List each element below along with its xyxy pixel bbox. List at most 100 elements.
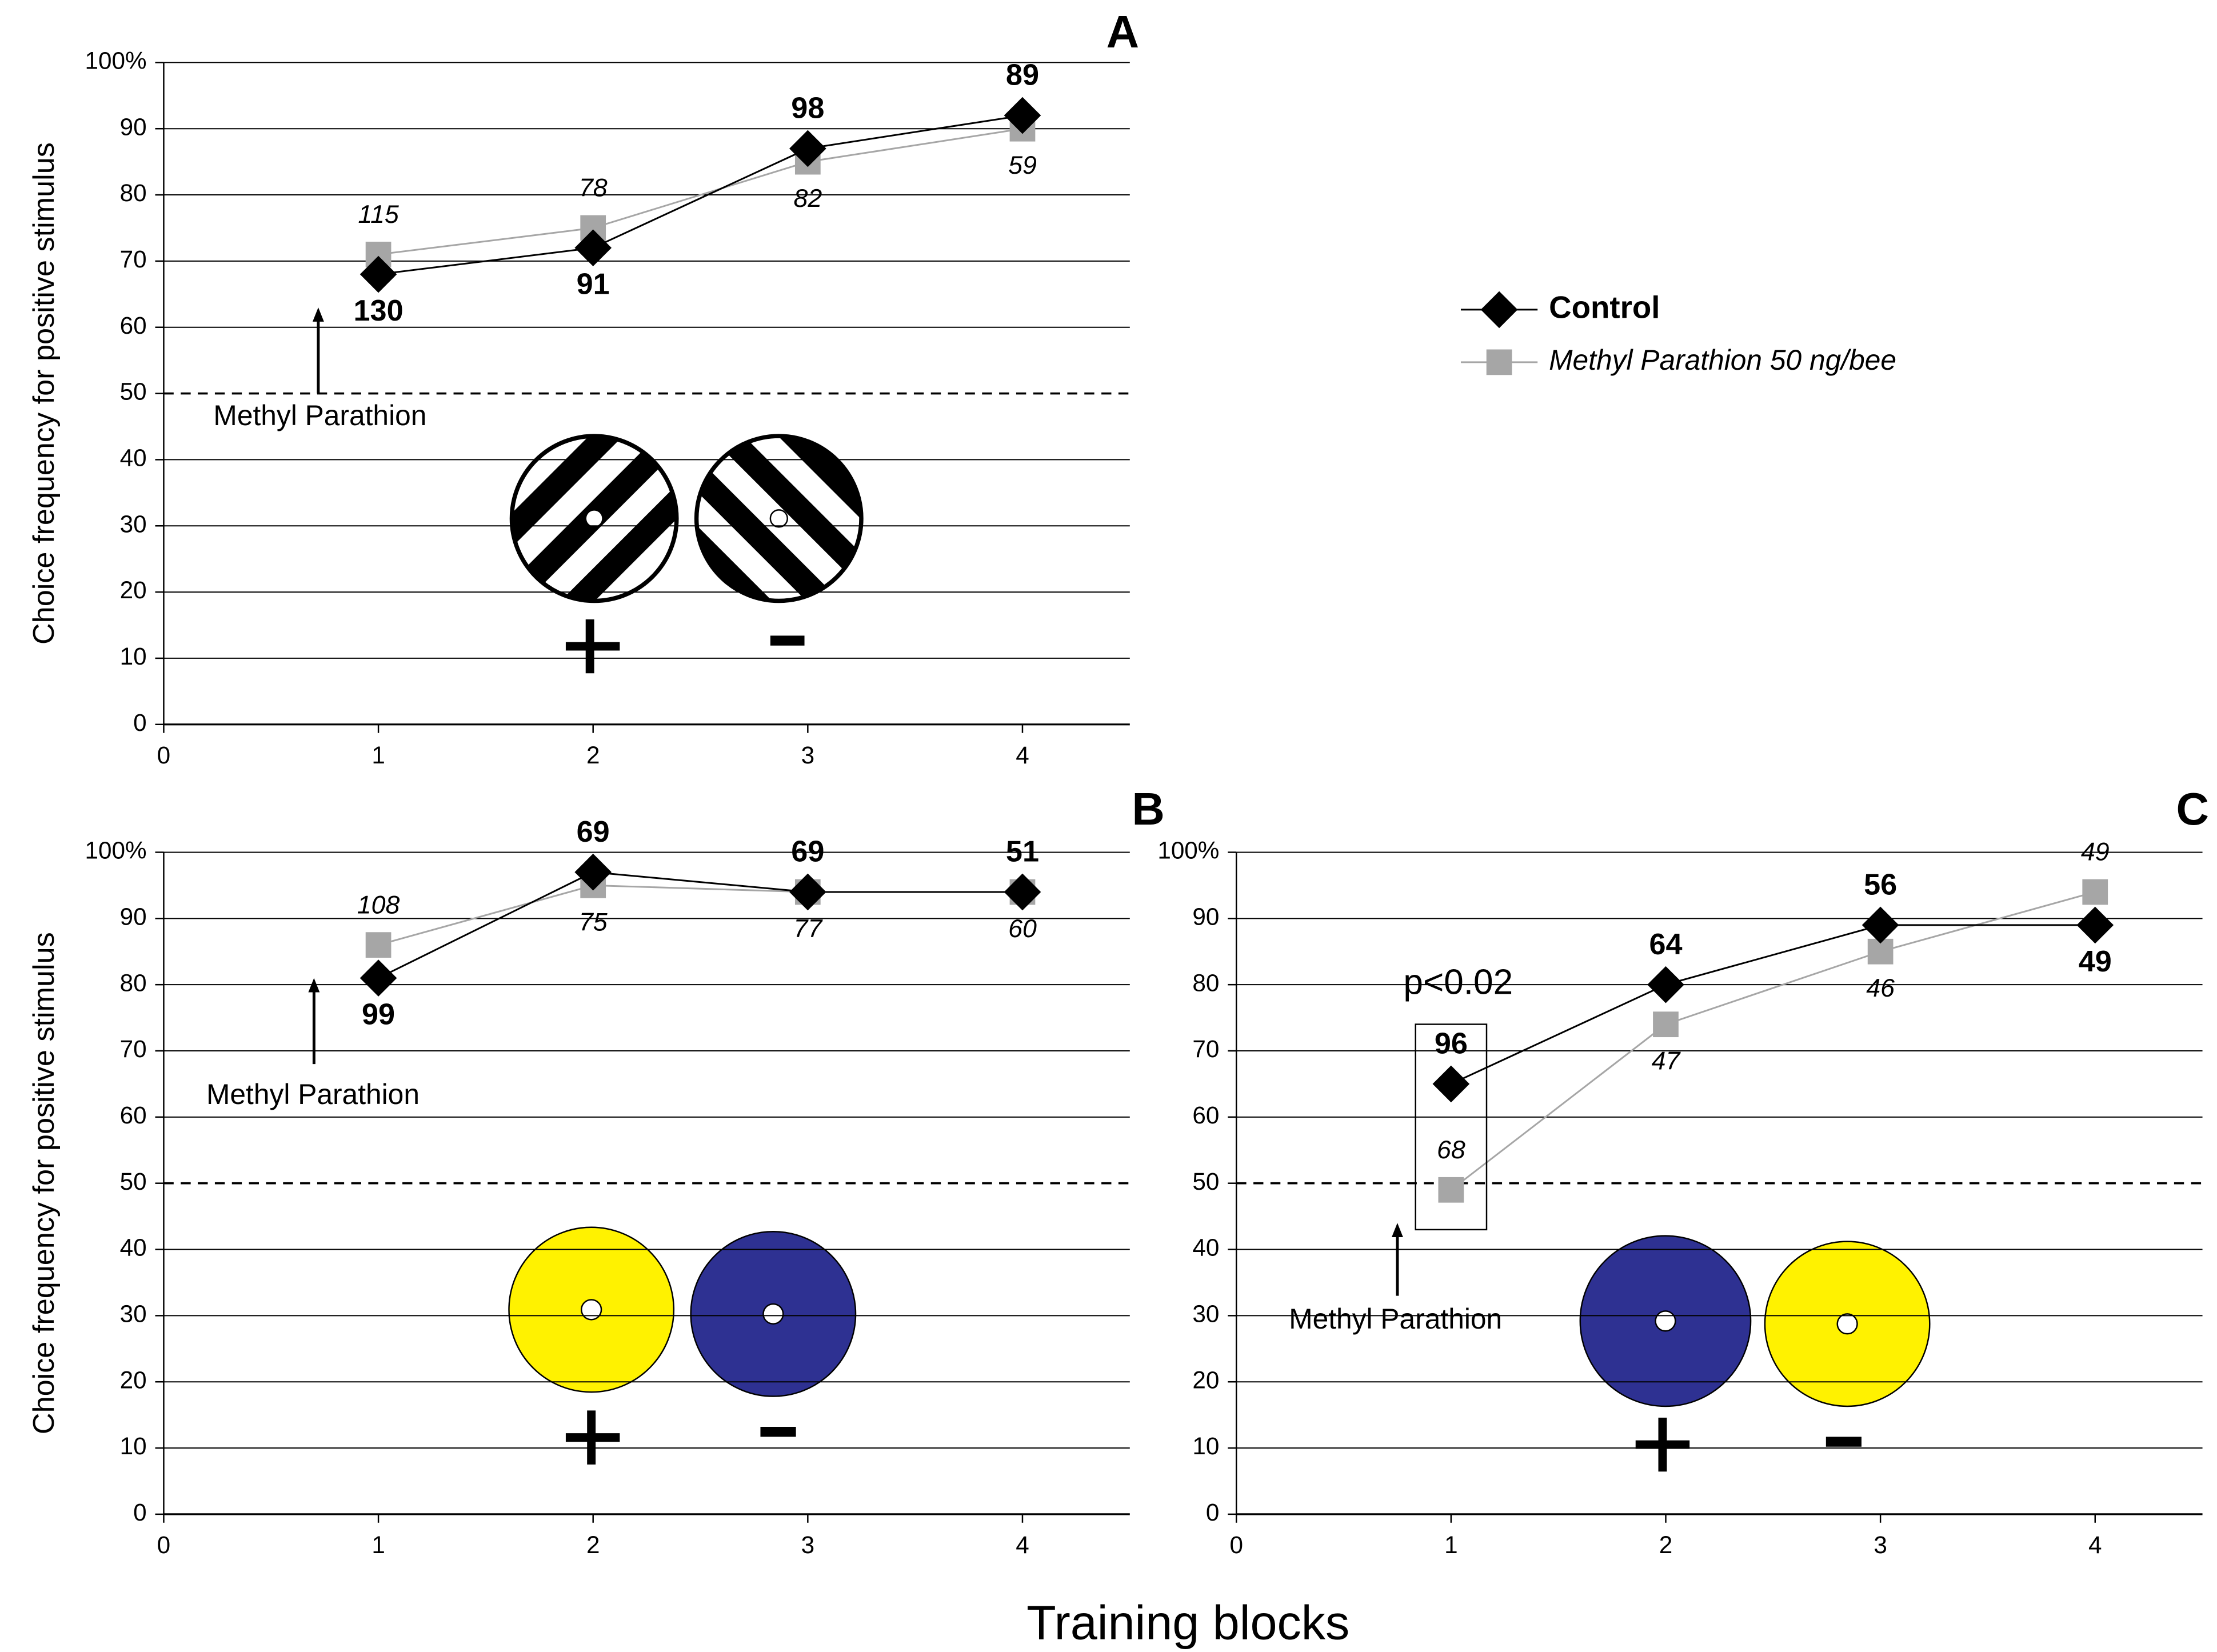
y-tick-label: 10 (120, 1433, 147, 1459)
sample-size-label: 89 (1006, 59, 1039, 92)
x-tick-label: 3 (801, 1531, 815, 1558)
arrow-head (312, 307, 324, 322)
sample-size-label: 99 (362, 998, 395, 1031)
sample-size-label: 64 (1649, 928, 1682, 961)
y-tick-label: 10 (120, 643, 147, 670)
annotation: Methyl Parathion (213, 399, 426, 431)
square-marker (1653, 1011, 1679, 1038)
series-line (378, 114, 1023, 275)
y-tick-label: 40 (1192, 1234, 1219, 1261)
y-tick-label: 80 (1192, 969, 1219, 996)
sample-size-label: 82 (793, 184, 822, 213)
x-tick-label: 4 (1016, 742, 1029, 769)
x-tick-label: 1 (1444, 1531, 1458, 1558)
x-tick-label: 2 (586, 742, 600, 769)
significance-box (1415, 1023, 1488, 1231)
square-marker (365, 932, 392, 958)
series-line (378, 871, 1022, 979)
y-tick-label: 60 (1192, 1102, 1219, 1129)
y-tick-label: 20 (120, 1366, 147, 1393)
diamond-marker (1647, 966, 1684, 1003)
annotation: Methyl Parathion (206, 1078, 420, 1110)
sample-size-label: 47 (1652, 1047, 1681, 1075)
y-tick-label: 90 (120, 113, 147, 140)
x-tick-label: 4 (1016, 1531, 1029, 1558)
y-tick-label: 30 (120, 1301, 147, 1327)
x-tick-label: 0 (157, 742, 171, 769)
x-tick-label: 0 (157, 1531, 171, 1558)
stimuli-a (509, 434, 864, 674)
panel-label: C (2176, 783, 2208, 834)
arrow-head (308, 978, 320, 993)
y-tick-label: 0 (1206, 1499, 1220, 1526)
y-tick-label: 30 (1192, 1301, 1219, 1327)
square-marker (1438, 1177, 1464, 1203)
sample-size-label: 59 (1008, 151, 1037, 179)
sample-size-label: 46 (1866, 974, 1895, 1002)
annotation: Methyl Parathion (1289, 1303, 1502, 1335)
diamond-marker (574, 853, 612, 891)
sample-size-label: 130 (354, 294, 404, 327)
square-marker (2082, 879, 2108, 905)
legend-label: Control (1549, 289, 1660, 325)
sample-size-label: 51 (1006, 835, 1039, 869)
x-tick-label: 2 (586, 1531, 600, 1558)
sample-size-label: 69 (791, 835, 824, 869)
stimuli-c (1579, 1235, 1931, 1472)
y-tick-label: 100% (85, 47, 147, 74)
legend-label: Methyl Parathion 50 ng/bee (1549, 344, 1896, 376)
sample-size-label: 69 (577, 815, 610, 849)
significance-label: p<0.02 (1403, 962, 1513, 1002)
sample-size-label: 115 (358, 200, 398, 229)
diamond-marker (1004, 97, 1041, 134)
y-tick-label: 40 (120, 1234, 147, 1261)
y-tick-label: 60 (120, 1102, 147, 1129)
y-tick-label: 10 (1192, 1433, 1219, 1459)
diamond-marker (789, 873, 826, 911)
panel-label: A (1106, 6, 1139, 57)
sample-size-label: 77 (793, 914, 823, 943)
diamond-marker (574, 229, 612, 267)
y-tick-label: 50 (120, 378, 147, 405)
arrow-head (1392, 1223, 1403, 1238)
x-tick-label: 3 (801, 742, 815, 769)
y-tick-label: 50 (1192, 1168, 1219, 1195)
x-axis-label: Training blocks (1026, 1595, 1349, 1650)
y-axis-label: Choice frequency for positive stimulus (27, 932, 61, 1434)
x-tick-label: 4 (2088, 1531, 2102, 1558)
y-tick-label: 100% (85, 837, 147, 864)
y-tick-label: 20 (1192, 1366, 1219, 1393)
y-tick-label: 100% (1157, 837, 1219, 864)
y-axis-label: Choice frequency for positive stimulus (27, 142, 61, 645)
x-tick-label: 0 (1229, 1531, 1243, 1558)
stimuli-b (508, 1226, 857, 1465)
sample-size-label: 49 (2079, 945, 2112, 978)
sample-size-label: 91 (577, 268, 610, 301)
y-tick-label: 60 (120, 312, 147, 339)
x-tick-label: 1 (372, 1531, 385, 1558)
series-line (1451, 924, 2095, 1085)
y-tick-label: 70 (120, 246, 147, 273)
series-line (378, 127, 1023, 255)
sample-size-label: 60 (1008, 914, 1037, 943)
sample-size-label: 98 (791, 92, 824, 125)
diamond-marker (1004, 873, 1041, 911)
y-tick-label: 20 (120, 577, 147, 603)
y-tick-label: 90 (1192, 903, 1219, 930)
y-tick-label: 70 (1192, 1035, 1219, 1062)
sample-size-label: 78 (579, 174, 608, 202)
sample-size-label: 108 (357, 890, 400, 919)
y-tick-label: 40 (120, 445, 147, 471)
x-tick-label: 3 (1874, 1531, 1887, 1558)
y-tick-label: 50 (120, 1168, 147, 1195)
y-tick-label: 30 (120, 510, 147, 537)
diamond-marker (359, 959, 397, 997)
sample-size-label: 56 (1864, 869, 1897, 902)
y-tick-label: 80 (120, 179, 147, 206)
y-tick-label: 0 (133, 1499, 147, 1526)
y-tick-label: 70 (120, 1035, 147, 1062)
sample-size-label: 68 (1437, 1135, 1465, 1164)
x-tick-label: 2 (1659, 1531, 1673, 1558)
